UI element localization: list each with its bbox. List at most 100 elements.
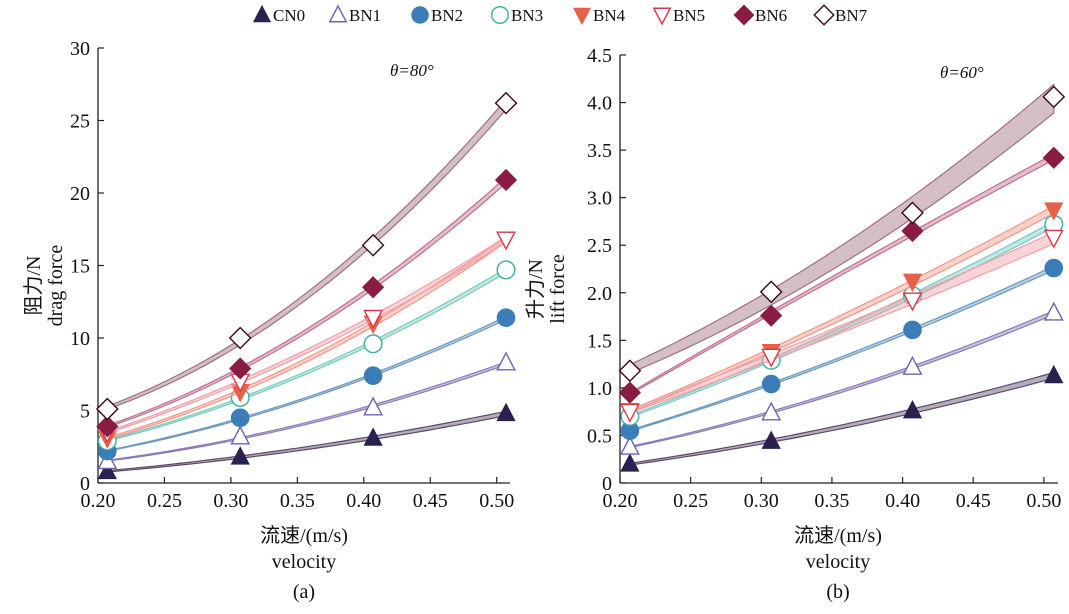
data-point [902, 400, 923, 419]
legend-item-cn0: CN0 [252, 4, 305, 25]
y-axis-title: 阻力/N drag force [22, 245, 67, 327]
data-point [619, 435, 640, 455]
y-axis-title-cn: 升力/N [524, 259, 547, 319]
data-point [902, 292, 923, 312]
data-point [363, 334, 383, 354]
series-bn1 [97, 351, 516, 470]
legend-label: BN4 [593, 6, 626, 25]
data-point [903, 320, 922, 340]
data-point [230, 425, 251, 445]
data-point [496, 260, 516, 280]
x-tick-label: 0.45 [413, 490, 448, 512]
data-point [363, 309, 384, 329]
data-point [1044, 258, 1064, 278]
legend-item-bn4: BN4 [572, 6, 626, 26]
legend-marker [733, 4, 755, 26]
x-tick-label: 0.35 [814, 490, 849, 512]
series-bn7 [95, 91, 518, 421]
legend-label: BN1 [349, 6, 381, 25]
legend-marker [572, 7, 592, 26]
series-band [106, 97, 507, 411]
data-point [363, 366, 383, 386]
data-point [496, 402, 516, 422]
legend-item-bn6: BN6 [733, 4, 787, 26]
x-axis-title-en: velocity [272, 551, 336, 573]
panel-a: 0.20 0.25 0.30 0.35 0.40 0.45 0.50 0 5 10 15 20 25 30… [22, 38, 518, 603]
y-axis-title-en: drag force [45, 245, 67, 327]
legend-marker [411, 6, 429, 24]
series-bn6 [618, 146, 1065, 404]
data-point [496, 308, 516, 328]
legend-label: BN5 [673, 6, 705, 25]
legend-label: BN3 [511, 6, 543, 25]
x-tick-label: 0.45 [956, 490, 991, 512]
data-point [496, 231, 516, 251]
x-tick-label: 0.20 [603, 490, 638, 512]
data-point [619, 403, 640, 423]
y-tick-label: 0 [602, 473, 612, 495]
legend-marker [252, 4, 272, 23]
series-bn6 [96, 168, 518, 438]
data-point [901, 201, 924, 225]
legend-item-bn3: BN3 [491, 6, 543, 25]
theta-annotation: θ=60° [940, 63, 984, 82]
series-bn4 [97, 231, 516, 449]
series-cn0 [620, 364, 1064, 472]
x-axis-title-cn: 流速/(m/s) [260, 524, 348, 547]
y-tick-label: 3.5 [587, 140, 612, 162]
legend-item-bn5: BN5 [652, 6, 705, 26]
series-band [629, 204, 1055, 414]
data-point [1042, 146, 1065, 169]
data-point [363, 396, 384, 416]
x-tick-label: 0.30 [213, 490, 248, 512]
y-tick-label: 30 [70, 38, 90, 60]
legend: CN0 BN1 BN2 BN3 BN4 BN5 BN6 BN7 [252, 4, 868, 26]
data-point [618, 381, 641, 404]
y-tick-label: 0 [80, 473, 90, 495]
y-axis-title-en: lift force [547, 254, 569, 324]
data-point [761, 374, 781, 394]
theta-annotation: θ=80° [390, 61, 434, 80]
y-tick-label: 10 [70, 328, 90, 350]
data-point [228, 326, 252, 350]
data-point [761, 348, 782, 368]
x-tick-label: 0.30 [744, 490, 779, 512]
y-tick-label: 20 [70, 183, 90, 205]
series-bn5 [619, 229, 1064, 423]
series-bn1 [619, 301, 1064, 455]
data-point [362, 276, 385, 299]
y-tick-label: 1.5 [587, 330, 612, 352]
panel-label: (a) [293, 581, 315, 603]
legend-marker [652, 7, 672, 26]
panel-label: (b) [826, 581, 849, 603]
data-point [1042, 85, 1066, 109]
y-axis-title: 升力/N lift force [524, 254, 569, 324]
data-point [496, 351, 516, 371]
data-point [494, 168, 518, 192]
legend-label: BN7 [835, 6, 868, 25]
x-tick-label: 0.50 [1026, 490, 1061, 512]
y-tick-label: 15 [70, 256, 90, 278]
data-point [230, 408, 250, 428]
legend-marker [328, 4, 348, 23]
x-axis-title-en: velocity [806, 551, 870, 573]
x-tick-label: 0.40 [885, 490, 920, 512]
y-tick-label: 3.0 [587, 188, 612, 210]
data-point [759, 280, 783, 304]
data-point [1043, 229, 1064, 249]
data-point [494, 91, 518, 115]
legend-label: BN2 [431, 6, 463, 25]
y-tick-label: 4.5 [587, 45, 612, 67]
series-bn7 [618, 83, 1066, 383]
x-tick-label: 0.20 [81, 490, 116, 512]
legend-item-bn1: BN1 [328, 4, 381, 25]
data-point [1044, 202, 1064, 221]
y-tick-label: 0.5 [587, 425, 612, 447]
series-band [106, 235, 507, 440]
plot-area [95, 91, 518, 480]
y-tick-label: 1.0 [587, 378, 612, 400]
data-point [1044, 364, 1064, 384]
y-tick-label: 2.0 [587, 283, 612, 305]
